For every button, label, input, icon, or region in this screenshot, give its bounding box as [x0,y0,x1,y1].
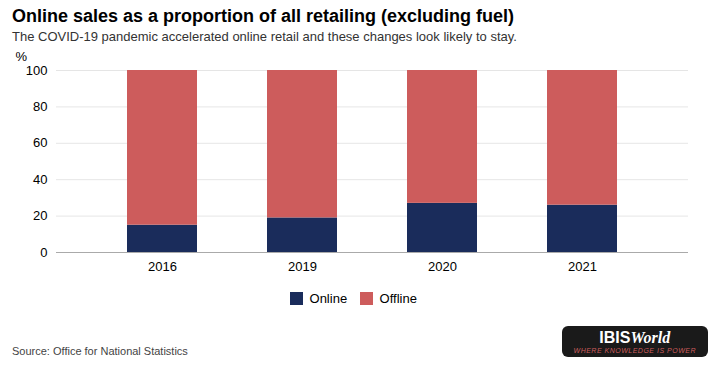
html-text:IBIS World: IBIS World [599,328,671,346]
svg-text:20: 20 [33,208,47,223]
svg-text:80: 80 [33,99,47,114]
html-text:Source: Office for National St: Source: Office for National Statistics [12,344,188,357]
html-text:Offline: Offline [379,291,417,306]
svg-text:60: 60 [33,135,47,150]
svg-text:40: 40 [33,172,47,187]
html-text:Online sales as a proportion o: Online sales as a proportion of all reta… [12,6,515,26]
svg-text:2016: 2016 [148,259,177,274]
html-text:WHERE KNOWLEDGE IS POWER: WHERE KNOWLEDGE IS POWER [573,346,696,354]
svg-text:100: 100 [26,63,48,78]
svg-text:2021: 2021 [568,259,597,274]
svg-text:%: % [16,49,28,64]
svg-text:2020: 2020 [428,259,457,274]
svg-text:0: 0 [40,245,47,260]
html-text:Online: Online [309,291,348,306]
svg-text:2019: 2019 [288,259,317,274]
html-text:The COVID-19 pandemic accelera: The COVID-19 pandemic accelerated online… [12,29,517,44]
